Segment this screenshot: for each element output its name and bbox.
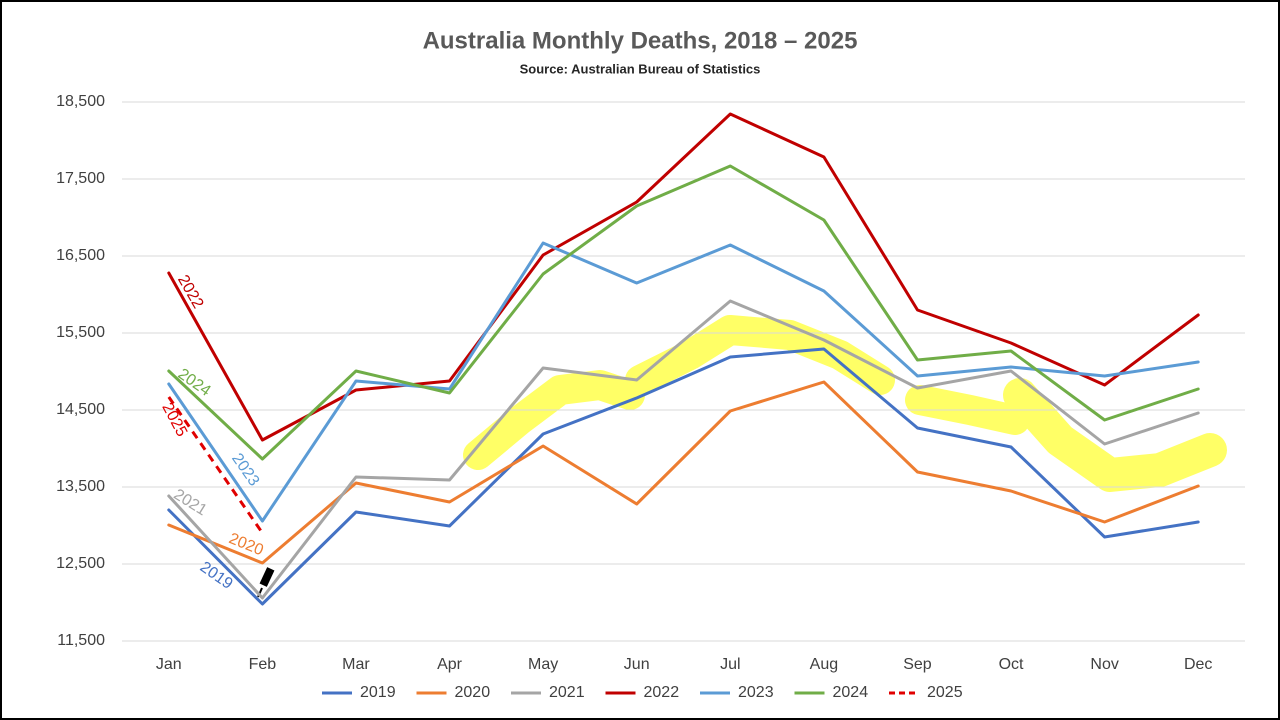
y-tick-label: 12,500 [56,555,105,572]
x-tick-label: Jul [720,656,740,673]
y-tick-label: 14,500 [56,401,105,418]
series-line [167,299,1200,600]
legend-label: 2023 [738,684,774,701]
x-tick-label: Oct [999,656,1024,673]
x-tick-label: Jun [624,656,650,673]
x-tick-label: Dec [1184,656,1212,673]
x-tick-label: Sep [903,656,932,673]
legend-label: 2021 [549,684,585,701]
x-tick-label: Aug [810,656,838,673]
y-tick-label: 16,500 [56,247,105,264]
y-tick-label: 18,500 [56,93,105,110]
legend-label: 2020 [455,684,491,701]
legend-label: 2025 [927,684,963,701]
x-tick-label: Apr [437,656,463,673]
chart-title: Australia Monthly Deaths, 2018 – 2025 [423,27,858,54]
series-line [167,347,1200,606]
legend-label: 2024 [833,684,869,701]
y-tick-label: 17,500 [56,170,105,187]
y-tick-label: 11,500 [57,632,105,649]
x-tick-label: May [528,656,558,673]
legend: 2019 2020 2021 2022 2023 2024 2025 [322,684,963,701]
chart-subtitle: Source: Australian Bureau of Statistics [520,61,761,76]
series-line [167,112,1200,442]
y-tick-label: 13,500 [56,478,105,495]
legend-label: 2022 [644,684,680,701]
series-line [167,241,1200,523]
x-tick-label: Mar [342,656,370,673]
y-tick-label: 15,500 [56,324,105,341]
x-tick-label: Jan [156,656,182,673]
x-tick-label: Feb [249,656,277,673]
series-line [167,164,1200,461]
legend-label: 2019 [360,684,396,701]
x-tick-label: Nov [1090,656,1118,673]
